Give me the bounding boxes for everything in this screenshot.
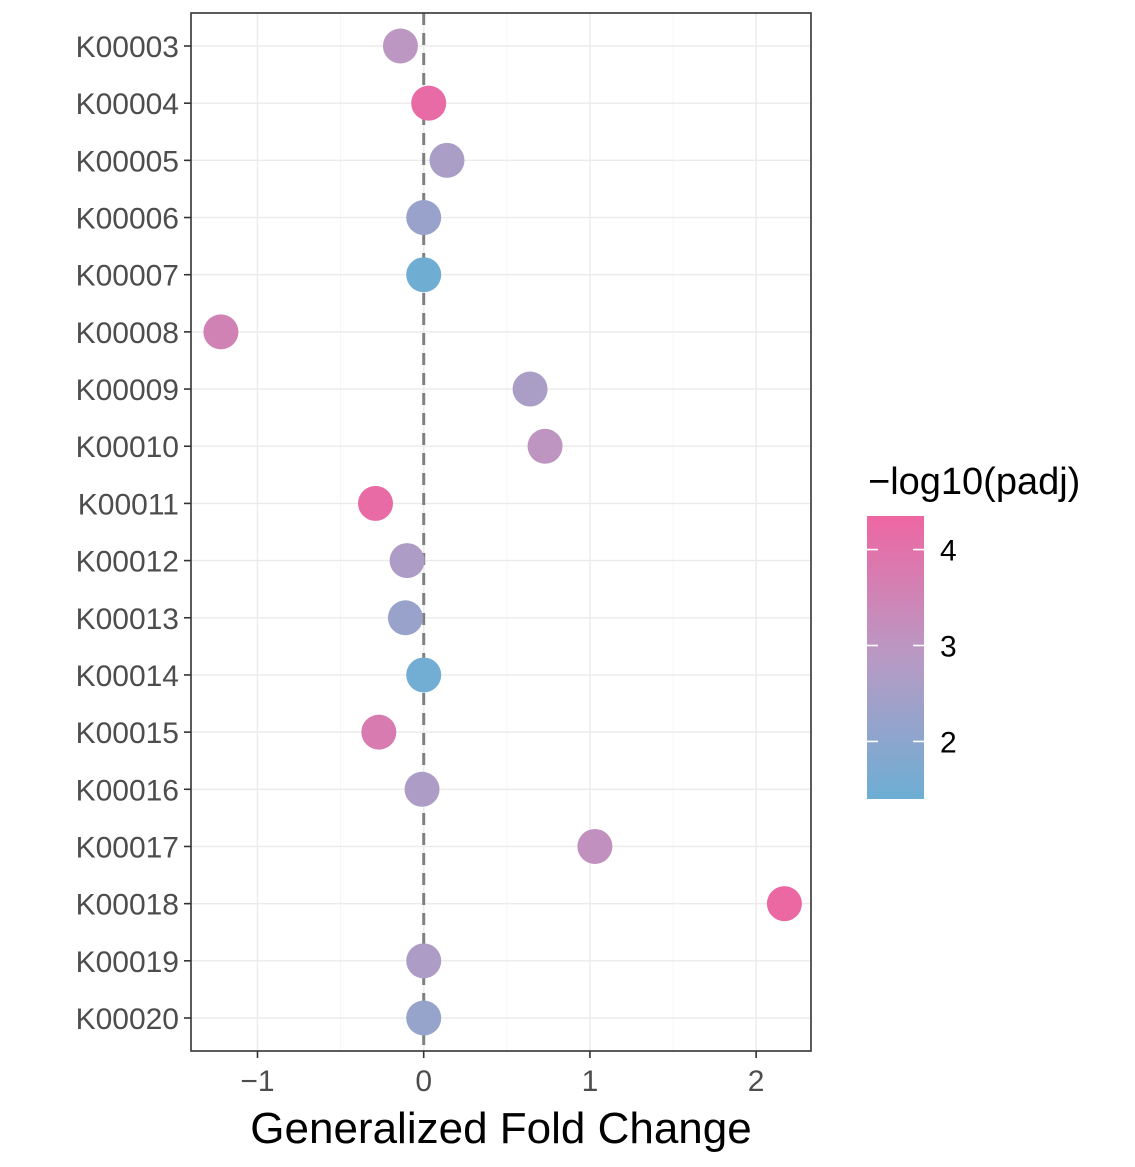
x-tick-label: 2 — [748, 1065, 765, 1098]
point-k00015 — [361, 714, 397, 750]
y-tick-label: K00010 — [76, 431, 179, 464]
y-tick-label: K00008 — [76, 317, 179, 350]
plot-border — [190, 12, 812, 1052]
grid-lines — [191, 13, 811, 1051]
y-tick-label: K00014 — [76, 660, 179, 693]
x-tick-label: 1 — [582, 1065, 599, 1098]
point-k00016 — [404, 771, 440, 807]
point-k00008 — [203, 314, 239, 350]
point-k00005 — [429, 142, 465, 178]
y-tick-label: K00004 — [76, 88, 179, 121]
y-tick-label: K00009 — [76, 374, 179, 407]
data-points — [203, 28, 802, 1036]
point-k00007 — [406, 257, 442, 293]
x-axis: −1 0 1 2 — [240, 1051, 764, 1098]
point-k00004 — [411, 85, 447, 121]
y-tick-label: K00015 — [76, 717, 179, 750]
y-tick-label: K00016 — [76, 774, 179, 807]
point-k00019 — [406, 943, 442, 979]
point-k00013 — [387, 600, 423, 636]
point-k00010 — [527, 428, 563, 464]
y-tick-label: K00020 — [76, 1003, 179, 1036]
y-tick-label: K00012 — [76, 546, 179, 579]
x-tick-label: −1 — [240, 1065, 274, 1098]
y-tick-label: K00017 — [76, 831, 179, 864]
legend-title: −log10(padj) — [868, 461, 1080, 503]
y-tick-label: K00007 — [76, 260, 179, 293]
point-k00009 — [512, 371, 548, 407]
plot-panel — [191, 13, 811, 1051]
legend-tick-label: 3 — [940, 631, 957, 664]
point-k00011 — [358, 485, 394, 521]
point-k00020 — [406, 1000, 442, 1036]
y-tick-label: K00013 — [76, 603, 179, 636]
point-k00012 — [389, 543, 425, 579]
point-k00018 — [766, 886, 802, 922]
y-tick-label: K00018 — [76, 889, 179, 922]
point-k00003 — [382, 28, 418, 64]
legend-tick-label: 4 — [940, 535, 957, 568]
point-k00014 — [406, 657, 442, 693]
point-k00006 — [406, 200, 442, 236]
y-tick-label: K00003 — [76, 31, 179, 64]
y-tick-label: K00006 — [76, 203, 179, 236]
legend-colorbar — [867, 516, 924, 799]
y-tick-label: K00019 — [76, 946, 179, 979]
y-axis: K00003 K00004 K00005 K00006 K00007 K00008 K000… — [76, 31, 191, 1036]
x-tick-label: 0 — [415, 1065, 432, 1098]
color-legend: −log10(padj) 2 3 4 — [867, 461, 1080, 799]
y-tick-label: K00011 — [78, 488, 179, 521]
legend-tick-label: 2 — [940, 726, 957, 759]
x-axis-title: Generalized Fold Change — [250, 1104, 751, 1153]
y-tick-label: K00005 — [76, 145, 179, 178]
point-k00017 — [577, 828, 613, 864]
